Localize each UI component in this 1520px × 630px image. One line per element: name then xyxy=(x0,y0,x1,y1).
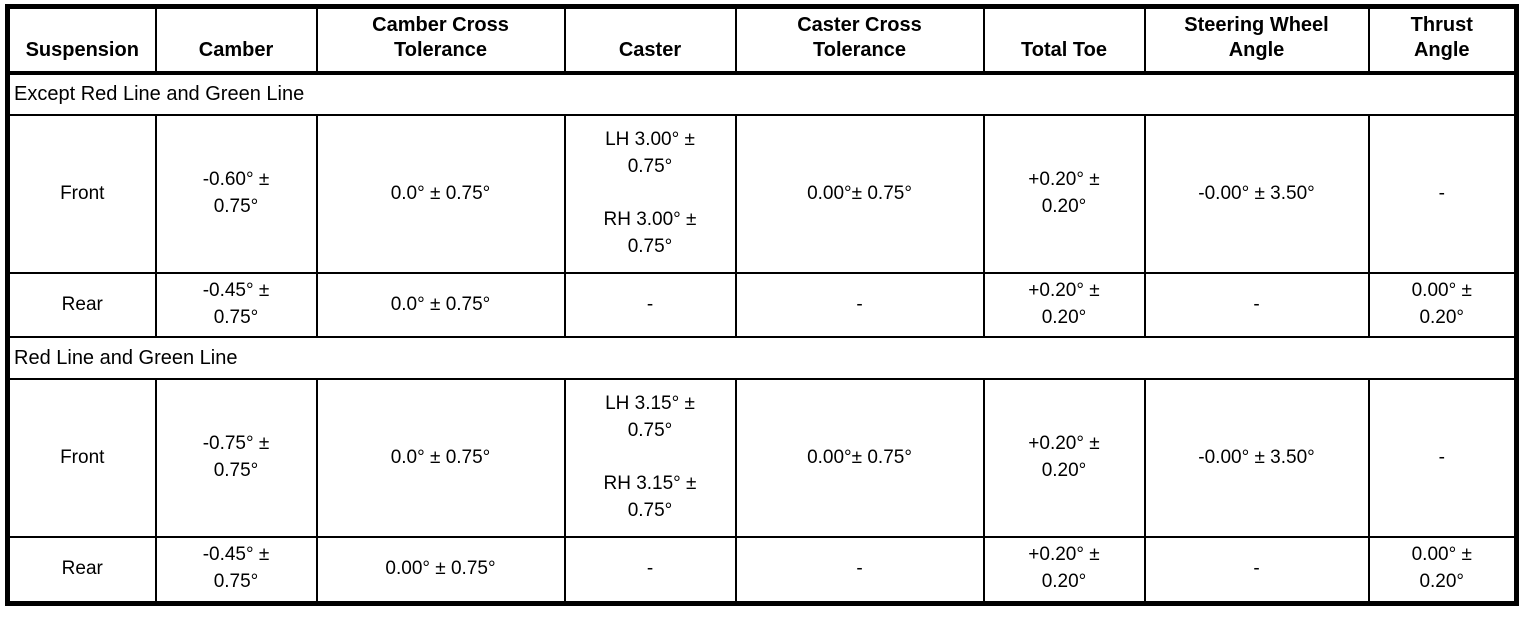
wheel-alignment-spec-table: Suspension Camber Camber Cross Tolerance… xyxy=(5,4,1519,606)
s2-rear-thrust-angle: 0.00° ± 0.20° xyxy=(1367,536,1518,604)
s1-rear-thrust-angle: 0.00° ± 0.20° xyxy=(1367,272,1518,338)
s1-rear-steering-wheel-angle: - xyxy=(1143,272,1370,338)
s2-front-total-toe: +0.20° ± 0.20° xyxy=(982,378,1146,538)
s2-rear-total-toe: +0.20° ± 0.20° xyxy=(982,536,1146,604)
section1-title: Except Red Line and Green Line xyxy=(6,72,1518,116)
s1-front-caster: LH 3.00° ± 0.75° RH 3.00° ± 0.75° xyxy=(563,114,737,274)
col-header-camber: Camber xyxy=(154,5,318,75)
s1-front-thrust-angle: - xyxy=(1367,114,1518,274)
s2-front-caster: LH 3.15° ± 0.75° RH 3.15° ± 0.75° xyxy=(563,378,737,538)
s1-front-camber: -0.60° ± 0.75° xyxy=(154,114,318,274)
s2-front-camber-cross-tolerance: 0.0° ± 0.75° xyxy=(315,378,566,538)
s2-rear-steering-wheel-angle: - xyxy=(1143,536,1370,604)
s2-front-caster-cross-tolerance: 0.00°± 0.75° xyxy=(734,378,985,538)
s1-front-total-toe: +0.20° ± 0.20° xyxy=(982,114,1146,274)
s2-rear-caster-cross-tolerance: - xyxy=(734,536,985,604)
s2-front-thrust-angle: - xyxy=(1367,378,1518,538)
s2-front-suspension: Front xyxy=(6,378,157,538)
s1-front-suspension: Front xyxy=(6,114,157,274)
s1-front-steering-wheel-angle: -0.00° ± 3.50° xyxy=(1143,114,1370,274)
col-header-steering-wheel-angle: Steering Wheel Angle xyxy=(1143,5,1370,75)
s2-front-camber: -0.75° ± 0.75° xyxy=(154,378,318,538)
col-header-suspension: Suspension xyxy=(6,5,157,75)
col-header-camber-cross-tolerance: Camber Cross Tolerance xyxy=(315,5,566,75)
s2-rear-caster: - xyxy=(563,536,737,604)
header-row: Suspension Camber Camber Cross Tolerance… xyxy=(6,5,1518,75)
s1-rear-total-toe: +0.20° ± 0.20° xyxy=(982,272,1146,338)
s1-front-caster-cross-tolerance: 0.00°± 0.75° xyxy=(734,114,985,274)
col-header-total-toe: Total Toe xyxy=(982,5,1146,75)
section2-title: Red Line and Green Line xyxy=(6,336,1518,380)
s2-rear-suspension: Rear xyxy=(6,536,157,604)
section2-title-row: Red Line and Green Line xyxy=(6,336,1518,380)
s2-rear-camber: -0.45° ± 0.75° xyxy=(154,536,318,604)
col-header-caster-cross-tolerance: Caster Cross Tolerance xyxy=(734,5,985,75)
s1-rear-camber-cross-tolerance: 0.0° ± 0.75° xyxy=(315,272,566,338)
s1-rear-caster: - xyxy=(563,272,737,338)
section1-front-row: Front -0.60° ± 0.75° 0.0° ± 0.75° LH 3.0… xyxy=(6,114,1518,274)
section2-rear-row: Rear -0.45° ± 0.75° 0.00° ± 0.75° - - +0… xyxy=(6,536,1518,604)
s1-front-camber-cross-tolerance: 0.0° ± 0.75° xyxy=(315,114,566,274)
section1-title-row: Except Red Line and Green Line xyxy=(6,72,1518,116)
section2-front-row: Front -0.75° ± 0.75° 0.0° ± 0.75° LH 3.1… xyxy=(6,378,1518,538)
col-header-caster: Caster xyxy=(563,5,737,75)
s2-rear-camber-cross-tolerance: 0.00° ± 0.75° xyxy=(315,536,566,604)
s1-rear-suspension: Rear xyxy=(6,272,157,338)
col-header-thrust-angle: Thrust Angle xyxy=(1367,5,1518,75)
section1-rear-row: Rear -0.45° ± 0.75° 0.0° ± 0.75° - - +0.… xyxy=(6,272,1518,338)
s2-front-steering-wheel-angle: -0.00° ± 3.50° xyxy=(1143,378,1370,538)
s1-rear-camber: -0.45° ± 0.75° xyxy=(154,272,318,338)
s1-rear-caster-cross-tolerance: - xyxy=(734,272,985,338)
